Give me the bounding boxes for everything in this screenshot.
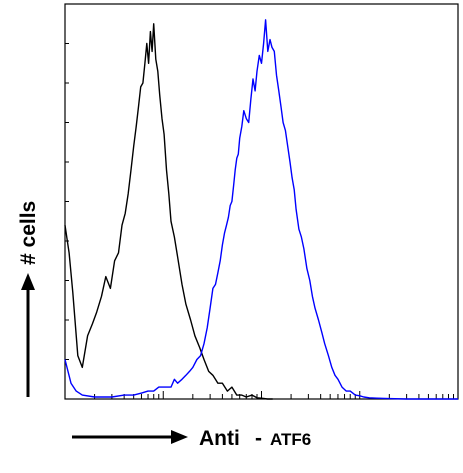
x-axis-label-main: Anti [199,427,240,450]
x-axis-label-separator: - [255,427,262,450]
x-axis-label-group: Anti - ATF6 [72,427,311,450]
y-axis-arrow-head-icon [21,273,35,290]
series-line-stained [64,19,458,400]
y-axis-label-group: # cells [17,201,40,397]
y-axis-label: # cells [17,201,40,265]
x-axis-ticks [64,391,459,399]
x-axis-arrow-head-icon [171,430,188,444]
x-axis-label-target: ATF6 [270,430,311,449]
series-layer [64,19,458,400]
series-line-control [64,23,273,400]
y-axis-ticks [65,43,69,360]
